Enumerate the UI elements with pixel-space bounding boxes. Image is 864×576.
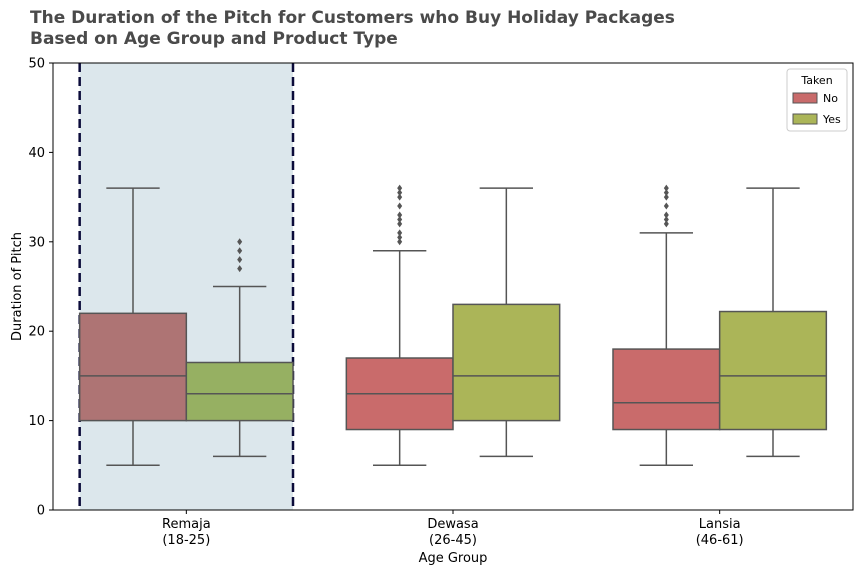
x-tick-sublabel: (26-45) — [429, 533, 477, 548]
outlier-point — [663, 211, 669, 219]
chart-title: The Duration of the Pitch for Customers … — [30, 8, 675, 50]
axis-layer: 0 10 20 30 40 50 Remaja(18-25) Dewasa(26-45) Lan… — [28, 57, 743, 549]
y-axis-label: Duration of Pitch — [10, 232, 25, 341]
box-no-1 — [345, 184, 454, 467]
x-tick-label: Remaja — [162, 517, 211, 532]
iqr-box — [612, 348, 721, 431]
outlier-point — [397, 215, 403, 223]
y-tick-label: 30 — [28, 235, 45, 250]
legend: Taken No Yes — [786, 68, 848, 132]
outlier-point — [237, 265, 243, 273]
box-yes-1 — [452, 187, 561, 458]
iqr-box — [452, 303, 561, 422]
box-no-0 — [78, 187, 188, 467]
iqr-box — [718, 310, 828, 431]
outlier-point — [397, 238, 403, 246]
outlier-point — [237, 247, 243, 255]
legend-label-no: No — [823, 92, 838, 105]
y-tick-label: 10 — [28, 414, 45, 429]
outlier-point — [397, 193, 403, 201]
outlier-point — [397, 229, 403, 237]
box-layer — [78, 184, 828, 467]
outlier-point — [237, 238, 243, 246]
outlier-point — [663, 215, 669, 223]
legend-swatch-no — [792, 92, 818, 104]
outlier-point — [397, 202, 403, 210]
x-tick-label: Dewasa — [427, 517, 478, 532]
y-tick-label: 0 — [37, 504, 45, 519]
legend-title: Taken — [800, 74, 832, 87]
box-no-2 — [612, 184, 721, 467]
legend-swatch-yes — [792, 113, 818, 125]
outlier-point — [397, 211, 403, 219]
y-tick-label: 20 — [28, 325, 45, 340]
outlier-point — [397, 220, 403, 228]
chart-title-line-1: The Duration of the Pitch for Customers … — [30, 8, 675, 28]
outlier-point — [397, 184, 403, 192]
outlier-point — [663, 220, 669, 228]
outlier-point — [663, 184, 669, 192]
y-tick-label: 40 — [28, 146, 45, 161]
x-axis-label: Age Group — [419, 551, 488, 566]
outlier-point — [663, 193, 669, 201]
x-tick-sublabel: (18-25) — [162, 533, 210, 548]
legend-label-yes: Yes — [822, 113, 841, 126]
iqr-box — [185, 361, 294, 422]
outlier-point — [663, 189, 669, 197]
outlier-point — [397, 233, 403, 241]
x-tick-label: Lansia — [699, 517, 741, 532]
outlier-point — [237, 256, 243, 264]
chart-title-line-2: Based on Age Group and Product Type — [30, 29, 398, 49]
box-yes-0 — [185, 238, 294, 458]
outlier-point — [397, 189, 403, 197]
box-yes-2 — [718, 187, 828, 458]
iqr-box — [78, 312, 188, 422]
outlier-point — [663, 202, 669, 210]
x-tick-sublabel: (46-61) — [696, 533, 744, 548]
y-tick-label: 50 — [28, 57, 45, 72]
